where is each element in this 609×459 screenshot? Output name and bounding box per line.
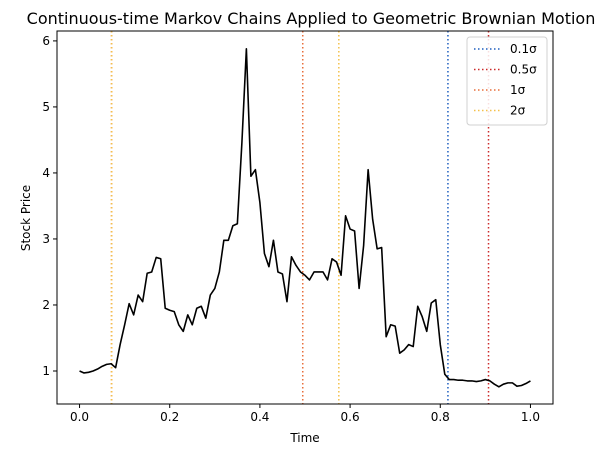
y-tick-label: 4: [42, 166, 50, 180]
x-axis: 0.0 0.2 0.4 0.6 0.8 1.0: [70, 404, 540, 424]
y-tick-label: 6: [42, 34, 50, 48]
plot-frame: [56, 30, 554, 405]
x-axis-label: Time: [289, 431, 319, 445]
x-tick-label: 0.0: [70, 410, 89, 424]
legend-label: 0.1σ: [510, 42, 537, 56]
series-line-0: [79, 48, 531, 388]
legend-label: 2σ: [510, 104, 526, 118]
x-tick-label: 1.0: [521, 410, 540, 424]
legend-label: 0.5σ: [510, 63, 537, 77]
legend: 0.1σ 0.5σ 1σ 2σ: [466, 36, 548, 126]
x-tick-label: 0.6: [341, 410, 360, 424]
y-tick-label: 1: [42, 364, 50, 378]
legend-label: 1σ: [510, 83, 526, 97]
x-tick-label: 0.2: [160, 410, 179, 424]
y-axis: 1 2 3 4 5 6: [42, 34, 57, 378]
plot-area: [79, 31, 531, 404]
x-tick-label: 0.8: [431, 410, 450, 424]
x-tick-label: 0.4: [250, 410, 269, 424]
y-axis-label: Stock Price: [19, 185, 33, 251]
y-tick-label: 5: [42, 100, 50, 114]
y-tick-label: 2: [42, 298, 50, 312]
y-tick-label: 3: [42, 232, 50, 246]
legend-box: [466, 36, 548, 126]
chart-title: Continuous-time Markov Chains Applied to…: [27, 9, 596, 28]
